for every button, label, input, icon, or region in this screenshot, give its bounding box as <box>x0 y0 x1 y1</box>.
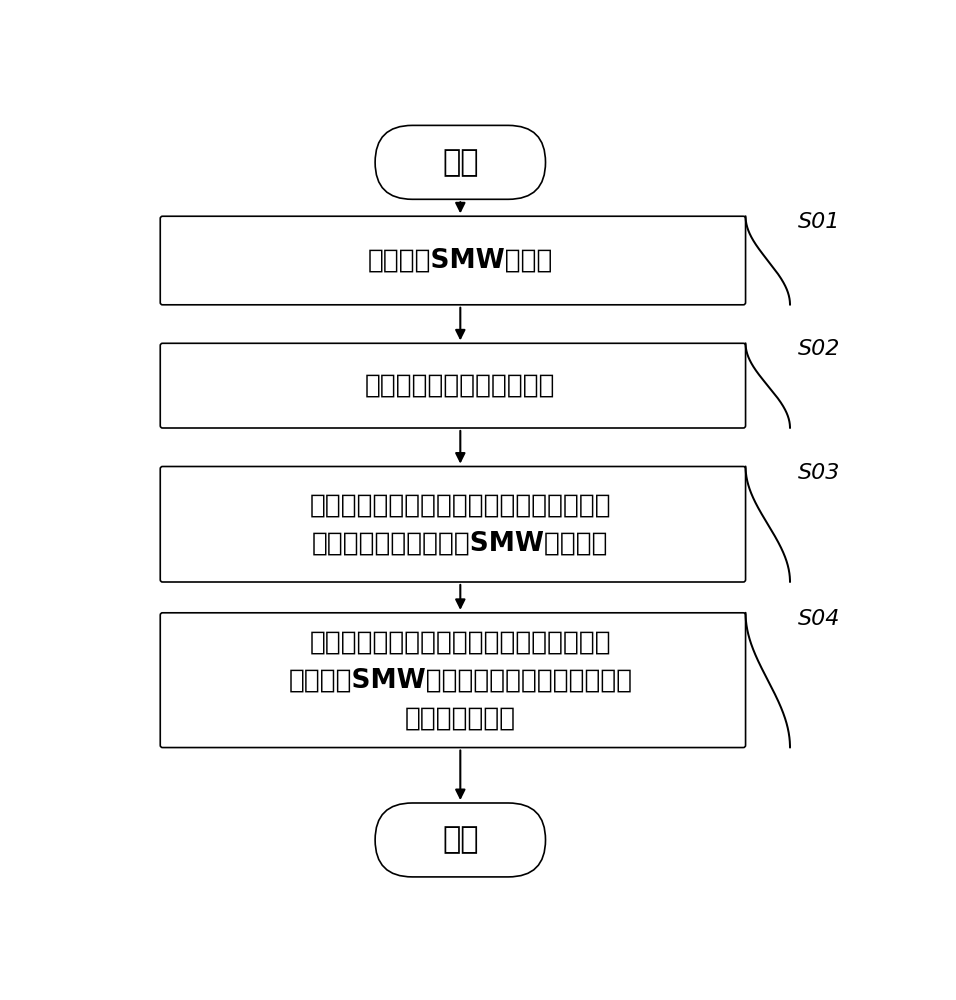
FancyBboxPatch shape <box>161 613 746 748</box>
Text: 施工形成未施预应力的锚索: 施工形成未施预应力的锚索 <box>365 373 555 399</box>
FancyBboxPatch shape <box>161 466 746 582</box>
Text: 施工形成围护圈梁，所述围护圈梁沿水平方
向封闭砌筑于若干所述SMW工法桩上: 施工形成围护圈梁，所述围护圈梁沿水平方 向封闭砌筑于若干所述SMW工法桩上 <box>310 492 611 556</box>
Text: 对未施预应力的锚索施加预应力，以形成用
于对所述SMW工法桩和所述围护圈梁进行锚
固的预应力锚索: 对未施预应力的锚索施加预应力，以形成用 于对所述SMW工法桩和所述围护圈梁进行锚… <box>289 629 632 731</box>
Text: 施工若干SMW工法桩: 施工若干SMW工法桩 <box>368 248 553 274</box>
Text: S02: S02 <box>798 339 840 359</box>
Text: S04: S04 <box>798 609 840 629</box>
Text: 开始: 开始 <box>442 148 479 177</box>
Text: 结束: 结束 <box>442 825 479 854</box>
FancyBboxPatch shape <box>161 216 746 305</box>
FancyBboxPatch shape <box>161 343 746 428</box>
Text: S01: S01 <box>798 212 840 232</box>
FancyBboxPatch shape <box>375 803 546 877</box>
Text: S03: S03 <box>798 463 840 483</box>
FancyBboxPatch shape <box>375 125 546 199</box>
